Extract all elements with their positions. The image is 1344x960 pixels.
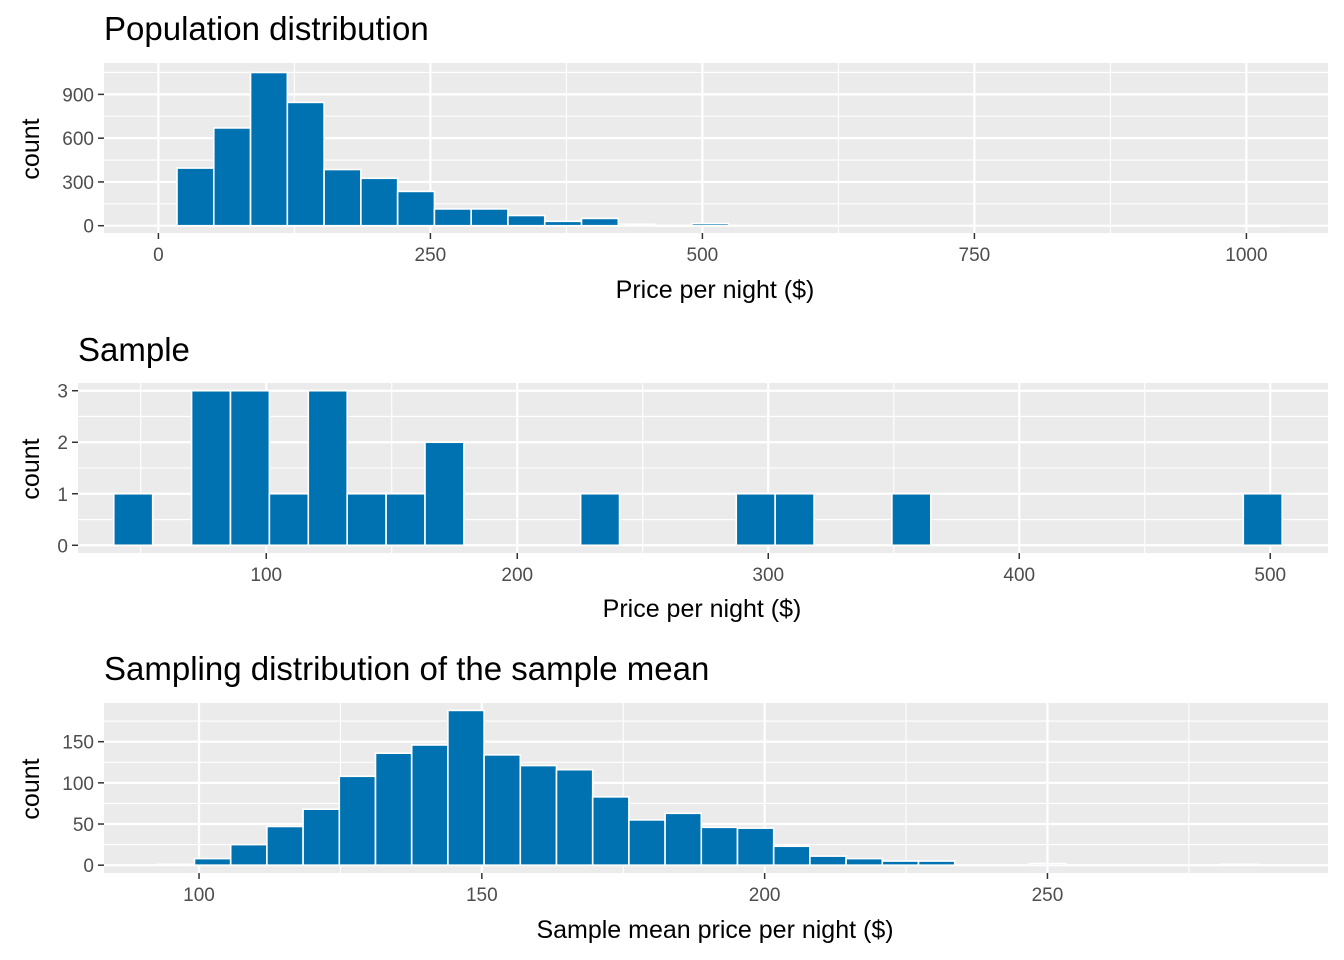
x-tick-label: 400 bbox=[1003, 565, 1035, 586]
x-tick-label: 0 bbox=[153, 245, 164, 266]
histogram-bar bbox=[483, 754, 522, 866]
x-tick-label: 200 bbox=[749, 885, 781, 906]
histogram-bar bbox=[772, 845, 811, 866]
sampling-distribution-panel: 100 150 200 250 0 50 100 150 Sampling distribut… bbox=[17, 650, 1328, 944]
histogram-bar bbox=[447, 709, 485, 866]
x-axis-label: Price per night ($) bbox=[616, 276, 815, 304]
histogram-bar bbox=[424, 441, 465, 547]
y-tick-label: 150 bbox=[62, 733, 94, 754]
histogram-bar bbox=[374, 752, 413, 866]
histogram-bar bbox=[774, 492, 815, 547]
histogram-bar bbox=[881, 860, 920, 866]
x-tick-label: 100 bbox=[250, 565, 282, 586]
x-tick-label: 250 bbox=[415, 245, 447, 266]
histogram-bar bbox=[338, 775, 377, 866]
histogram-bar bbox=[736, 827, 775, 866]
y-tick-label: 2 bbox=[57, 433, 68, 454]
histogram-bar bbox=[507, 214, 546, 227]
histogram-bar bbox=[691, 222, 730, 227]
histogram-bar bbox=[617, 223, 656, 227]
histogram-bar bbox=[307, 389, 349, 547]
histogram-bar bbox=[410, 744, 449, 866]
histogram-bar bbox=[519, 764, 558, 866]
histogram-bar bbox=[323, 168, 362, 227]
histogram-bar bbox=[470, 208, 509, 227]
histogram-bar bbox=[1242, 492, 1283, 547]
histogram-bar bbox=[591, 796, 630, 866]
histogram-bar bbox=[302, 808, 341, 866]
chart-title: Sampling distribution of the sample mean bbox=[104, 650, 709, 687]
histogram-bar bbox=[809, 855, 847, 866]
histogram-bar bbox=[112, 492, 154, 547]
y-tick-label: 100 bbox=[62, 774, 94, 795]
histogram-bar bbox=[700, 826, 739, 866]
x-tick-label: 750 bbox=[959, 245, 991, 266]
x-tick-label: 500 bbox=[1254, 565, 1286, 586]
y-tick-label: 1 bbox=[57, 485, 68, 506]
y-tick-label: 0 bbox=[83, 856, 94, 877]
histogram-bar bbox=[193, 857, 232, 866]
y-axis-label: count bbox=[17, 438, 45, 499]
histogram-bar bbox=[579, 492, 621, 547]
histogram-bar bbox=[396, 190, 436, 227]
histogram-bar bbox=[176, 167, 215, 227]
histogram-bar bbox=[229, 389, 271, 547]
histogram-bar bbox=[891, 492, 932, 547]
x-axis-label: Price per night ($) bbox=[603, 595, 802, 623]
y-tick-label: 300 bbox=[62, 173, 94, 194]
histogram-bar bbox=[654, 224, 693, 228]
histogram-bar bbox=[157, 863, 196, 866]
y-tick-label: 0 bbox=[83, 217, 94, 238]
histogram-bar bbox=[266, 825, 304, 866]
y-axis-label: count bbox=[17, 118, 45, 179]
population-distribution-panel: 0 250 500 750 1000 0 300 600 900 Population dist… bbox=[17, 10, 1328, 304]
y-tick-label: 0 bbox=[57, 536, 68, 557]
histogram-bar bbox=[580, 217, 620, 227]
histogram-bar bbox=[268, 492, 310, 547]
x-tick-label: 1000 bbox=[1225, 245, 1267, 266]
histogram-bar bbox=[543, 220, 583, 227]
x-tick-label: 250 bbox=[1032, 885, 1064, 906]
x-tick-label: 300 bbox=[752, 565, 784, 586]
x-tick-label: 500 bbox=[687, 245, 719, 266]
histogram-bar bbox=[346, 492, 387, 547]
histogram-bar bbox=[555, 768, 594, 866]
histogram-bar bbox=[1242, 224, 1281, 228]
x-axis-label: Sample mean price per night ($) bbox=[536, 916, 893, 944]
x-tick-label: 200 bbox=[501, 565, 533, 586]
histogram-bar bbox=[360, 177, 399, 227]
histogram-bar bbox=[249, 71, 289, 227]
histogram-bar bbox=[229, 843, 268, 866]
y-tick-label: 900 bbox=[62, 85, 94, 106]
y-tick-label: 50 bbox=[73, 815, 94, 836]
histogram-bar bbox=[385, 492, 426, 547]
histogram-bar bbox=[845, 857, 884, 866]
y-tick-label: 3 bbox=[57, 382, 68, 403]
histogram-bar bbox=[190, 389, 232, 547]
histogram-bar bbox=[917, 860, 956, 866]
x-tick-label: 150 bbox=[466, 885, 498, 906]
histogram-bar bbox=[212, 127, 252, 227]
x-tick-label: 100 bbox=[183, 885, 215, 906]
chart-title: Population distribution bbox=[104, 10, 429, 47]
histogram-bar bbox=[628, 819, 666, 866]
histogram-bar bbox=[286, 101, 325, 227]
sample-panel: 100 200 300 400 500 0 1 2 3 Sample Price per nig… bbox=[17, 331, 1328, 623]
y-axis-label: count bbox=[17, 758, 45, 819]
histogram-bar bbox=[735, 492, 776, 547]
chart-title: Sample bbox=[78, 331, 190, 368]
histogram-bar bbox=[664, 812, 703, 866]
histogram-bar bbox=[433, 208, 472, 227]
y-tick-label: 600 bbox=[62, 129, 94, 150]
histogram-bar bbox=[1028, 862, 1067, 866]
histogram-bar bbox=[1220, 863, 1259, 866]
